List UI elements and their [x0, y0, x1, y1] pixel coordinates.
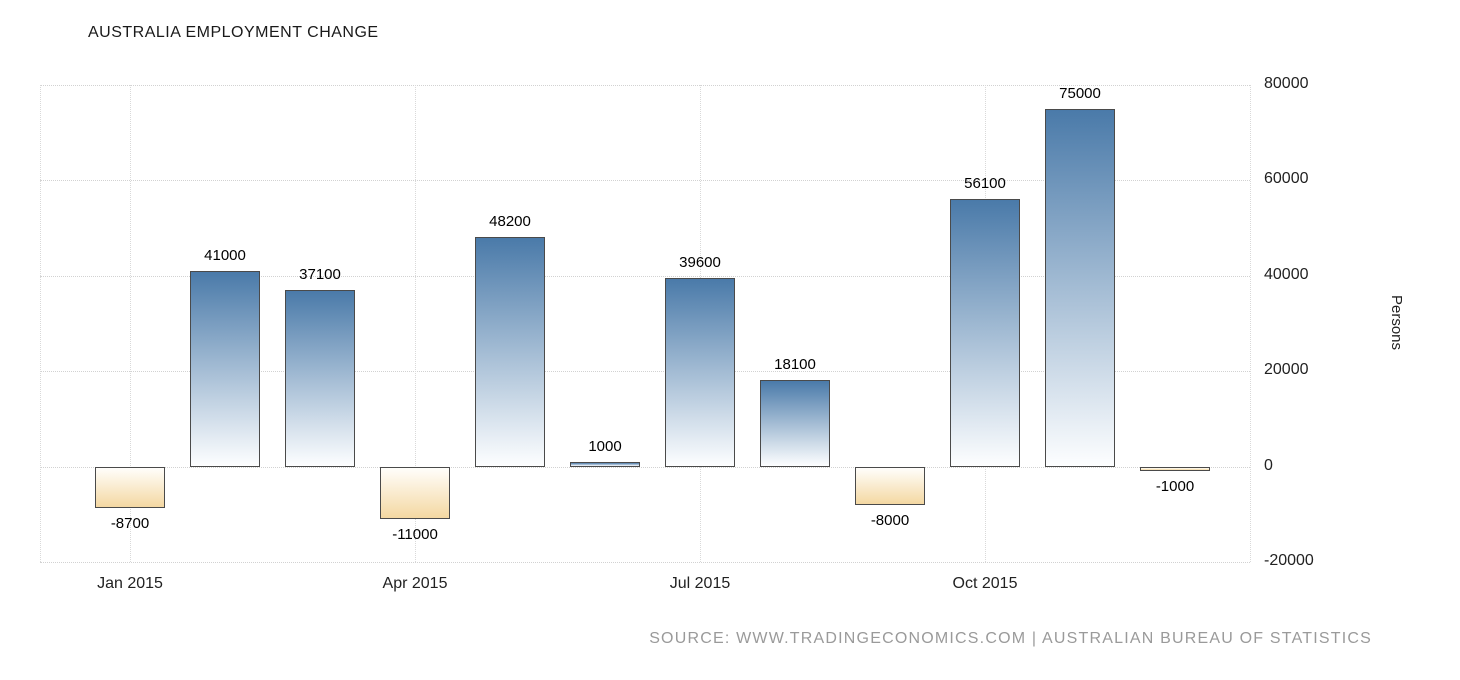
bar-oct-2015	[950, 199, 1020, 467]
gridline-horizontal	[40, 371, 1250, 373]
bar-value-label: 18100	[774, 356, 816, 374]
bar-value-label: 75000	[1059, 84, 1101, 102]
y-tick-label: 20000	[1264, 361, 1309, 379]
bar-value-label: 1000	[588, 437, 622, 455]
bar-dec-2015	[1140, 466, 1210, 472]
bar-value-label: -8700	[110, 515, 150, 533]
bar-value-label: -11000	[392, 526, 438, 544]
gridline-vertical	[415, 85, 416, 562]
gridline-vertical	[40, 85, 41, 562]
bar-value-label: 37100	[299, 265, 341, 283]
x-tick-label: Jan 2015	[97, 575, 163, 592]
bar-jun-2015	[570, 461, 640, 467]
x-tick-label: Apr 2015	[382, 575, 448, 592]
plot-area: -8700 41000 37100 -11000 48200 1000 39600 18100…	[40, 84, 1251, 563]
bar-value-label: -8000	[870, 511, 910, 529]
gridline-horizontal	[40, 85, 1250, 86]
chart-title: AUSTRALIA EMPLOYMENT CHANGE	[88, 24, 379, 41]
bar-value-label: 56100	[964, 175, 1006, 192]
source-attribution: SOURCE: WWW.TRADINGECONOMICS.COM | AUSTR…	[649, 630, 1372, 647]
y-tick-label: 40000	[1264, 265, 1309, 283]
bar-jan-2015	[95, 466, 165, 509]
bar-value-label: 41000	[204, 247, 246, 265]
bar-may-2015	[475, 236, 545, 467]
bar-mar-2015	[285, 289, 355, 467]
y-tick-label: 60000	[1264, 170, 1309, 188]
y-tick-label: -20000	[1264, 552, 1314, 569]
bar-aug-2015	[760, 380, 830, 467]
x-tick-label: Jul 2015	[669, 575, 731, 592]
bar-sep-2015	[855, 466, 925, 505]
bar-jul-2015	[665, 277, 735, 467]
y-tick-label: 80000	[1264, 75, 1309, 92]
bar-apr-2015	[380, 466, 450, 520]
bar-nov-2015	[1045, 108, 1115, 467]
gridline-horizontal	[40, 275, 1250, 277]
bar-value-label: 48200	[489, 212, 531, 230]
y-tick-label: 0	[1264, 456, 1273, 474]
bar-feb-2015	[190, 271, 260, 467]
gridline-vertical	[1250, 85, 1251, 562]
gridline-horizontal	[40, 466, 1250, 468]
gridline-horizontal	[40, 562, 1250, 563]
bar-value-label: 39600	[679, 253, 721, 271]
gridline-vertical	[130, 85, 131, 562]
bar-value-label: -1000	[1155, 478, 1195, 496]
gridline-horizontal	[40, 180, 1250, 182]
x-tick-label: Oct 2015	[952, 575, 1018, 592]
y-axis-label: Persons	[1388, 295, 1405, 351]
